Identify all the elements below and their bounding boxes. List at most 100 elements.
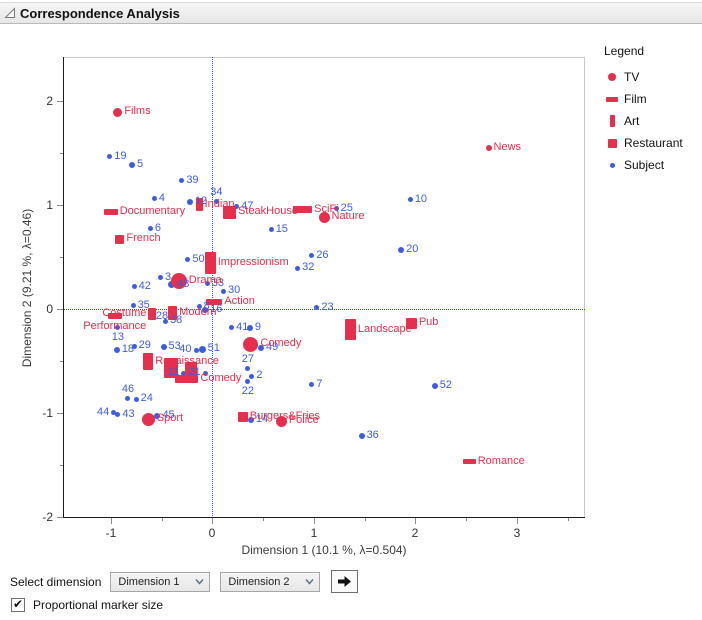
subject-point-10[interactable]	[407, 197, 413, 203]
subject-point-14[interactable]	[247, 417, 254, 424]
legend-item-tv[interactable]: TV	[604, 66, 700, 88]
subject-point-2[interactable]	[249, 373, 255, 379]
film-point-documentary[interactable]	[103, 209, 118, 216]
tv-point-films[interactable]	[113, 107, 123, 117]
proportional-marker-row: ✔ Proportional marker size	[11, 598, 163, 612]
film-point-performance[interactable]	[107, 313, 122, 320]
subject-point-27[interactable]	[245, 365, 251, 371]
point-label-costume: Costume	[102, 307, 147, 320]
art-point[interactable]	[184, 362, 197, 381]
subject-label-14: 14	[255, 413, 269, 426]
art-point-modern[interactable]	[168, 305, 178, 320]
proportional-marker-checkbox[interactable]: ✔	[11, 598, 25, 612]
subject-point-49[interactable]	[258, 345, 265, 352]
subject-point-53[interactable]	[160, 344, 167, 351]
subject-point-32[interactable]	[295, 265, 301, 271]
film-point-romance[interactable]	[462, 459, 476, 465]
art-point-indian[interactable]	[195, 198, 203, 212]
subject-label-42: 42	[138, 279, 151, 292]
tv-point-news[interactable]	[485, 144, 492, 151]
point-label-french: French	[126, 232, 161, 245]
tv-point-sport[interactable]	[141, 412, 155, 426]
subject-point-43[interactable]	[115, 412, 121, 418]
y-tick	[57, 309, 63, 310]
tv-point-police[interactable]	[275, 415, 287, 427]
legend-item-film[interactable]: Film	[604, 88, 700, 110]
subject-point-34[interactable]	[213, 199, 219, 205]
subject-point-47[interactable]	[234, 204, 240, 210]
subject-point-45[interactable]	[154, 413, 161, 420]
y-tick	[57, 517, 63, 518]
subject-point-23[interactable]	[314, 305, 320, 311]
subject-point-3[interactable]	[157, 275, 163, 281]
legend-item-restaurant[interactable]: Restaurant	[604, 132, 700, 154]
subject-point-21[interactable]	[202, 370, 208, 376]
page-title: Correspondence Analysis	[20, 5, 180, 21]
art-point-landscape[interactable]	[344, 319, 356, 341]
subject-point-22[interactable]	[245, 379, 251, 385]
subject-point-39[interactable]	[179, 178, 185, 184]
subject-point-7[interactable]	[309, 382, 315, 388]
art-point[interactable]	[163, 358, 178, 379]
subject-label-12: 12	[194, 194, 208, 207]
subject-point-30[interactable]	[220, 288, 226, 294]
subject-point-5[interactable]	[129, 162, 136, 169]
subject-point-4[interactable]	[151, 196, 157, 202]
restaurant-point-steakhouse[interactable]	[223, 205, 237, 219]
subject-point-25[interactable]	[333, 206, 339, 212]
run-button[interactable]	[331, 570, 359, 593]
subject-point-36[interactable]	[358, 432, 365, 439]
film-point-action[interactable]	[206, 298, 223, 305]
subject-point-40[interactable]	[193, 347, 199, 353]
subject-label-21: 21	[188, 366, 201, 379]
subject-point-20[interactable]	[398, 246, 405, 253]
restaurant-point-burgers-fries[interactable]	[237, 412, 248, 423]
point-label-news: News	[493, 140, 522, 153]
subject-point-42[interactable]	[131, 284, 137, 290]
subject-point-13[interactable]	[115, 325, 121, 331]
restaurant-point-pub[interactable]	[405, 317, 417, 329]
tv-point-comedy[interactable]	[243, 336, 259, 352]
subject-point-44[interactable]	[111, 410, 117, 416]
subject-point-46[interactable]	[125, 395, 131, 401]
subject-point-11[interactable]	[181, 370, 187, 376]
subject-point-9[interactable]	[246, 324, 253, 331]
subject-point-33[interactable]	[204, 281, 210, 287]
subject-point-19[interactable]	[107, 154, 113, 160]
subject-point-15[interactable]	[268, 227, 274, 233]
subject-label-36: 36	[366, 428, 379, 441]
subject-point-8[interactable]	[196, 304, 202, 310]
y-minor-tick	[60, 465, 63, 466]
subject-point-12[interactable]	[186, 198, 193, 205]
tv-point-drama[interactable]	[170, 272, 187, 289]
subject-label-38: 38	[170, 314, 183, 327]
art-point-costume[interactable]	[148, 308, 157, 321]
art-point-renaissance[interactable]	[143, 353, 154, 371]
subject-point-16[interactable]	[202, 306, 209, 313]
subject-point-50[interactable]	[185, 257, 191, 263]
legend-item-subject[interactable]: Subject	[604, 154, 700, 176]
restaurant-point-french[interactable]	[115, 234, 125, 244]
dimension1-dropdown[interactable]: Dimension 1	[110, 571, 211, 592]
dimension2-dropdown[interactable]: Dimension 2	[220, 571, 321, 592]
subject-label-3: 3	[164, 270, 172, 283]
subject-point-38[interactable]	[163, 318, 169, 324]
subject-point-35[interactable]	[130, 303, 136, 309]
tv-point-nature[interactable]	[318, 211, 330, 223]
subject-point-41[interactable]	[229, 325, 235, 331]
subject-point-29[interactable]	[131, 343, 137, 349]
select-dimension-label: Select dimension	[10, 574, 102, 589]
legend-item-art[interactable]: Art	[604, 110, 700, 132]
x-minor-tick	[466, 518, 467, 521]
disclosure-triangle-icon[interactable]	[4, 7, 16, 19]
subject-point-24[interactable]	[133, 396, 139, 402]
film-point-scifi[interactable]	[293, 206, 313, 214]
subject-point-26[interactable]	[309, 253, 315, 259]
subject-point-52[interactable]	[431, 382, 438, 389]
x-minor-tick	[365, 518, 366, 521]
subject-point-18[interactable]	[113, 347, 120, 354]
art-point-impressionism[interactable]	[204, 252, 216, 275]
subject-point-6[interactable]	[147, 226, 153, 232]
subject-point-51[interactable]	[198, 345, 206, 353]
